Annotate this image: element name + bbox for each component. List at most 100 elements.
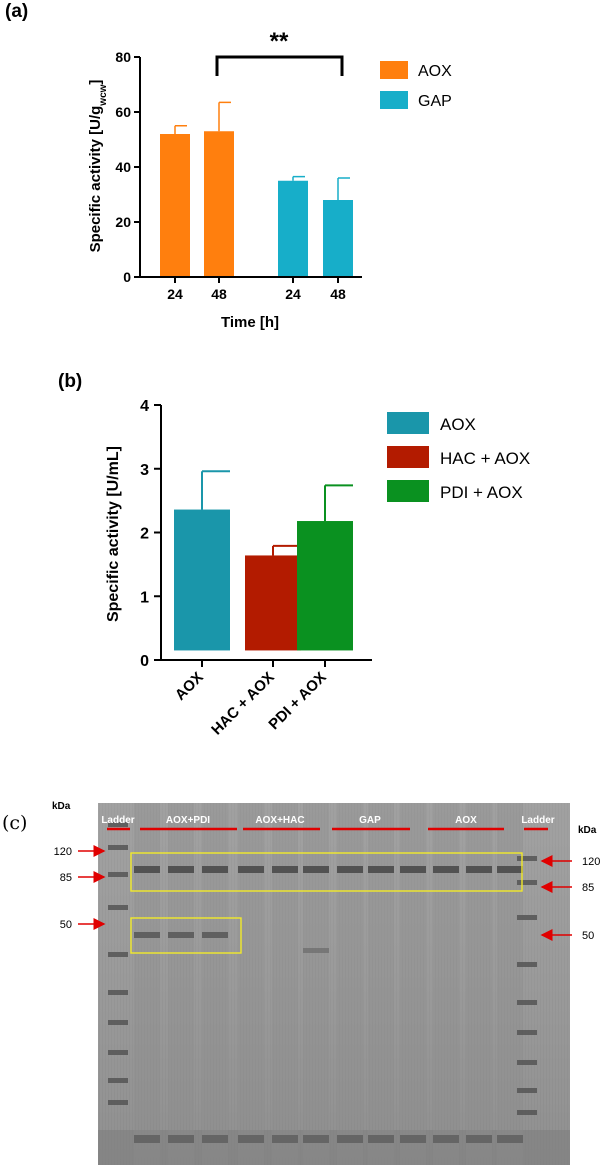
gel-ladder-band-left <box>108 905 128 910</box>
panel-a-legend-label-aox: AOX <box>418 63 452 80</box>
gel-lane-headers: Ladder AOX+PDI AOX+HAC GAP AOX Ladder <box>101 815 555 831</box>
panel-a-y-tick-label: 60 <box>115 104 131 120</box>
gel-marker-right-label: 120 <box>582 856 600 868</box>
gel-ladder-band-right <box>517 962 537 967</box>
panel-b-legend-swatch <box>387 480 429 502</box>
highlight-box-main-band <box>130 852 523 892</box>
panel-b-legend-label: AOX <box>440 415 476 434</box>
panel-b-x-tick-label: HAC + AOX <box>208 669 278 739</box>
gel-dye-front <box>202 1135 228 1143</box>
gel-ladder-band-left <box>108 845 128 850</box>
gel-dye-front <box>272 1135 298 1143</box>
panel-b-bar <box>174 509 230 651</box>
panel-a-y-tick-label: 20 <box>115 214 131 230</box>
panel-b-y-tick-label: 3 <box>140 462 149 479</box>
panel-a-legend-swatch-gap <box>380 91 408 109</box>
gel-lane <box>337 803 363 1165</box>
gel-dye-front <box>497 1135 523 1143</box>
gel-ladder-band-right <box>517 1110 537 1115</box>
panel-a-y-tick-label: 0 <box>123 269 131 285</box>
gel-ladder-band-left <box>108 990 128 995</box>
panel-a-bar-aox <box>160 134 190 277</box>
panel-a-bar-aox <box>204 131 234 277</box>
panel-b-label: (b) <box>58 371 82 392</box>
gel-band-pdi <box>168 932 194 938</box>
panel-a-legend-label-gap: GAP <box>418 93 452 110</box>
significance-bracket <box>215 55 344 76</box>
panel-a: (a) 0 20 40 60 80 24 48 24 48 Specific activity… <box>5 1 452 331</box>
gel-lane-header: AOX+HAC <box>255 815 304 826</box>
panel-a-y-tick-label: 80 <box>115 49 131 65</box>
panel-a-x-tick-label: 48 <box>330 286 346 302</box>
gel-marker-left-label: 120 <box>54 846 72 858</box>
gel-dye-front <box>337 1135 363 1143</box>
panel-b-y-tick-label: 1 <box>140 589 149 606</box>
gel-ladder-band-left <box>108 1100 128 1105</box>
panel-b-x-tick-label: AOX <box>172 669 207 704</box>
panel-a-x-label: Time [h] <box>221 314 279 331</box>
gel-lane-header: AOX+PDI <box>166 815 210 826</box>
gel-ladder-band-right <box>517 1030 537 1035</box>
gel-lane <box>497 803 523 1165</box>
panel-b-y-axis: 0 1 2 3 4 <box>140 398 162 670</box>
gel-dye-front <box>303 1135 329 1143</box>
gel-dye-front <box>368 1135 394 1143</box>
gel-band-main <box>168 866 194 873</box>
gel-band-main <box>368 866 394 873</box>
gel-lane <box>272 803 298 1165</box>
panel-b-legend-swatch <box>387 446 429 468</box>
kda-right-label: kDa <box>578 825 597 836</box>
panel-b-y-tick-label: 0 <box>140 653 149 670</box>
gel-ladder-band-left <box>108 952 128 957</box>
gel-band-main <box>497 866 523 873</box>
gel-ladder-band-left <box>108 1078 128 1083</box>
gel-lane <box>202 803 228 1165</box>
gel-band-main <box>400 866 426 873</box>
gel-lane <box>433 803 459 1165</box>
gel-lane <box>168 803 194 1165</box>
kda-left-label: kDa <box>52 801 71 812</box>
gel-ladder-band-right <box>517 880 537 885</box>
gel-lane <box>466 803 492 1165</box>
panel-b-y-tick-label: 4 <box>140 398 149 415</box>
gel-marker-left-label: 85 <box>60 872 72 884</box>
gel-lane-header: GAP <box>359 815 381 826</box>
gel-lane <box>134 803 160 1165</box>
panel-a-x-tick-label: 24 <box>167 286 183 302</box>
gel-dye-front <box>433 1135 459 1143</box>
gel-band-main <box>272 866 298 873</box>
highlight-box-pdi-band <box>130 917 242 954</box>
gel-size-markers: 120 85 50 120 85 50 <box>54 845 600 942</box>
gel-marker-right-label: 85 <box>582 882 594 894</box>
gel-lane-header: AOX <box>455 815 477 826</box>
panel-a-bar-gap <box>323 200 353 277</box>
panel-b-legend-label: PDI + AOX <box>440 483 523 502</box>
gel-lane <box>303 803 329 1165</box>
panel-a-y-label: Specific activity [U/gwcw] <box>87 80 109 253</box>
panel-a-x-tick-label: 24 <box>285 286 301 302</box>
gel-ladder-band-right <box>517 856 537 861</box>
panel-a-label: (a) <box>5 1 28 22</box>
gel-lanes <box>108 803 537 1165</box>
gel-band-main <box>202 866 228 873</box>
gel-band-main <box>134 866 160 873</box>
panel-b-legend-swatch <box>387 412 429 434</box>
gel-lane <box>400 803 426 1165</box>
gel-ladder-band-left <box>108 1020 128 1025</box>
gel-marker-right-label: 50 <box>582 930 594 942</box>
gel-band-pdi <box>134 932 160 938</box>
gel-ladder-band-right <box>517 1060 537 1065</box>
panel-a-y-axis: 0 20 40 60 80 <box>115 49 141 285</box>
panel-a-legend-swatch-aox <box>380 61 408 79</box>
gel-band-main <box>303 866 329 873</box>
gel-ladder-band-right <box>517 1088 537 1093</box>
gel-marker-left-label: 50 <box>60 919 72 931</box>
panel-a-y-tick-label: 40 <box>115 159 131 175</box>
gel-ladder-band-left <box>108 822 128 827</box>
gel-dye-front <box>168 1135 194 1143</box>
panel-b-legend: AOX HAC + AOX PDI + AOX <box>387 412 530 502</box>
gel-lane-header: Ladder <box>101 815 134 826</box>
